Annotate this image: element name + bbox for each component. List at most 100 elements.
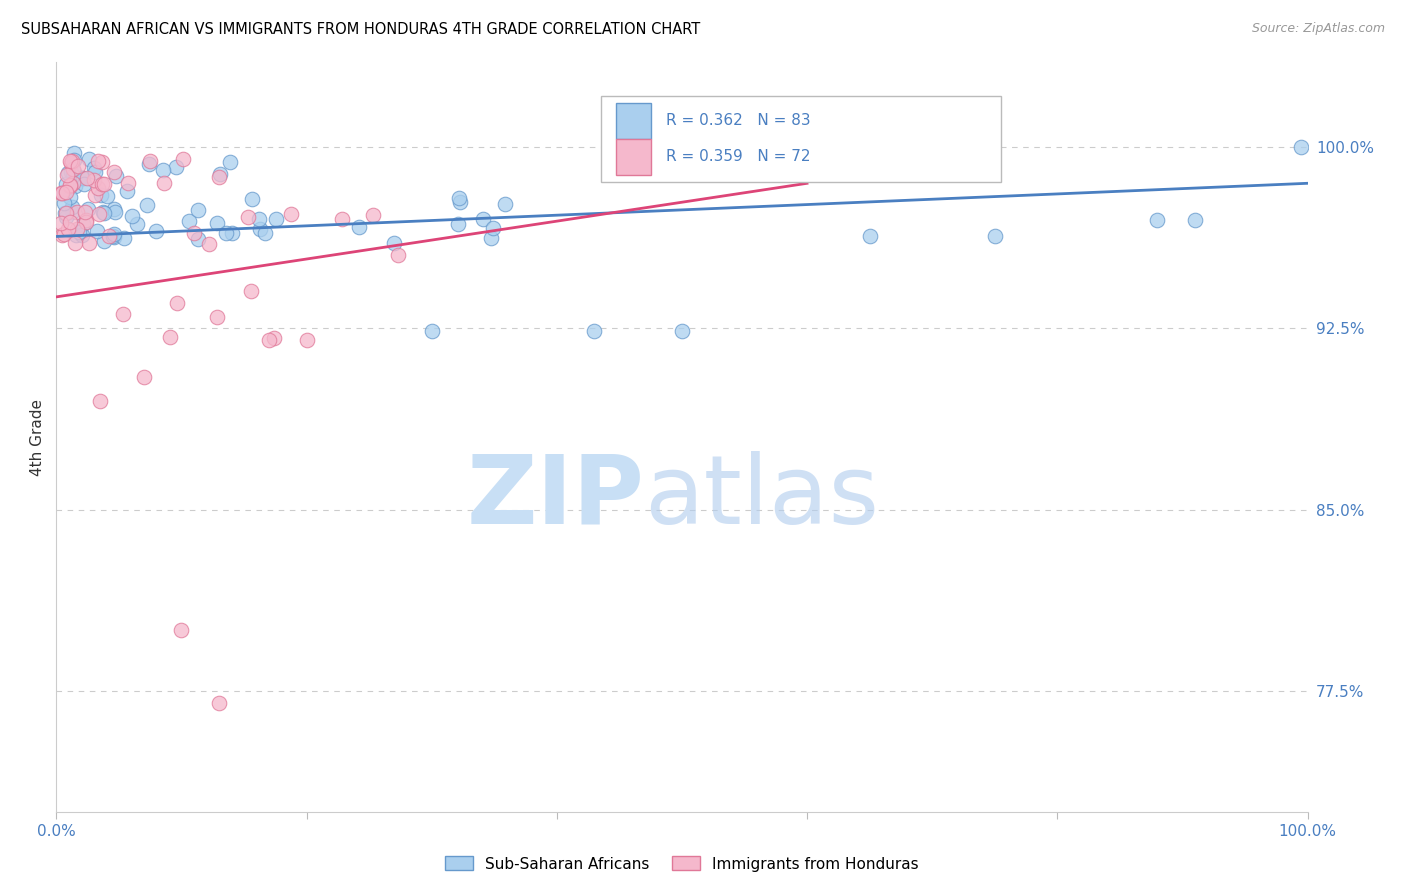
Text: Source: ZipAtlas.com: Source: ZipAtlas.com xyxy=(1251,22,1385,36)
Point xyxy=(75,214,97,228)
Point xyxy=(60,200,83,214)
Point xyxy=(62,176,84,190)
Point xyxy=(205,310,228,324)
Point xyxy=(347,220,370,235)
Text: R = 0.359   N = 72: R = 0.359 N = 72 xyxy=(665,149,810,164)
Point xyxy=(76,171,98,186)
Point xyxy=(263,331,285,345)
Point xyxy=(101,228,124,243)
Point xyxy=(382,236,405,251)
Point xyxy=(254,226,277,240)
Point xyxy=(91,177,114,191)
Point xyxy=(91,204,114,219)
Point xyxy=(247,212,270,227)
Point xyxy=(166,296,188,310)
Point xyxy=(63,178,86,193)
Point xyxy=(198,237,221,252)
Point xyxy=(481,221,503,235)
Point xyxy=(63,236,86,251)
Point xyxy=(117,184,139,198)
Point xyxy=(172,152,194,166)
Point xyxy=(208,169,231,184)
Point xyxy=(97,229,120,244)
Point xyxy=(59,178,82,193)
Point xyxy=(59,156,82,170)
Point xyxy=(183,227,205,241)
Point xyxy=(205,216,228,230)
Point xyxy=(84,188,107,202)
Point xyxy=(117,176,139,190)
Point xyxy=(138,157,160,171)
Point xyxy=(447,217,470,231)
Point xyxy=(62,169,84,183)
Point xyxy=(53,196,76,211)
Point xyxy=(208,696,231,710)
Point xyxy=(51,228,73,243)
Point xyxy=(671,324,693,338)
Point xyxy=(135,197,157,211)
Point xyxy=(96,189,118,203)
Point xyxy=(59,215,82,229)
Point xyxy=(280,206,302,220)
Point xyxy=(125,217,148,231)
Point xyxy=(138,154,160,169)
Point xyxy=(72,178,94,192)
Point xyxy=(112,308,135,322)
Point xyxy=(179,214,201,228)
Point xyxy=(70,227,93,242)
Text: ZIP: ZIP xyxy=(467,450,644,543)
Point xyxy=(984,229,1007,244)
Point xyxy=(55,210,77,224)
Point xyxy=(65,227,87,242)
Point xyxy=(858,229,880,244)
Point xyxy=(387,247,409,261)
Point xyxy=(84,165,107,179)
Point xyxy=(249,221,271,235)
Point xyxy=(55,185,77,199)
FancyBboxPatch shape xyxy=(616,103,651,139)
Point xyxy=(332,211,354,226)
Point xyxy=(60,205,83,219)
Point xyxy=(449,195,471,210)
Point xyxy=(295,334,318,348)
Point xyxy=(60,154,83,169)
Point xyxy=(187,202,209,217)
Point xyxy=(49,216,72,230)
Point xyxy=(93,206,115,220)
Point xyxy=(240,284,263,298)
Point xyxy=(145,224,167,238)
Point xyxy=(494,197,516,211)
Point xyxy=(187,232,209,246)
Point xyxy=(56,222,79,236)
Point xyxy=(86,224,108,238)
Point xyxy=(75,204,97,219)
Point xyxy=(83,161,105,176)
Point xyxy=(83,173,105,187)
Point xyxy=(59,178,82,192)
Point xyxy=(86,181,108,195)
Point xyxy=(221,227,243,241)
Point xyxy=(159,330,181,344)
Point xyxy=(52,227,75,242)
Legend: Sub-Saharan Africans, Immigrants from Honduras: Sub-Saharan Africans, Immigrants from Ho… xyxy=(446,856,918,871)
Point xyxy=(72,170,94,185)
Point xyxy=(257,334,280,348)
Point xyxy=(77,202,100,217)
Point xyxy=(67,225,90,239)
Point xyxy=(51,186,73,201)
Point xyxy=(104,205,127,219)
Text: R = 0.362   N = 83: R = 0.362 N = 83 xyxy=(665,113,810,128)
Point xyxy=(55,178,77,192)
Point xyxy=(112,231,135,245)
Point xyxy=(55,205,77,219)
FancyBboxPatch shape xyxy=(616,139,651,175)
Point xyxy=(51,186,73,200)
Point xyxy=(56,168,79,182)
Point xyxy=(449,191,471,205)
Point xyxy=(104,169,127,183)
Point xyxy=(103,165,125,179)
Point xyxy=(63,153,86,168)
Point xyxy=(236,210,259,224)
Point xyxy=(62,146,84,161)
Point xyxy=(89,393,111,408)
